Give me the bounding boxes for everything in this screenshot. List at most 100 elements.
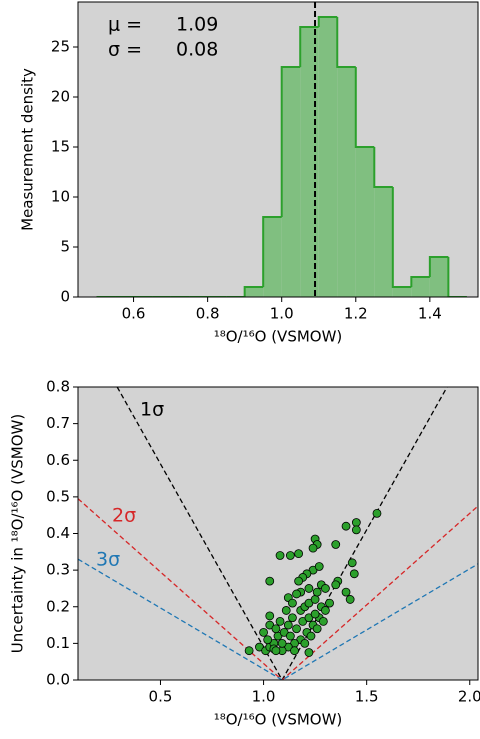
bar-edge xyxy=(410,276,430,287)
point xyxy=(285,551,295,560)
bar xyxy=(337,67,356,297)
y-tick-label: 0.2 xyxy=(46,597,70,615)
point xyxy=(277,638,287,648)
point xyxy=(259,627,268,637)
bar-edge xyxy=(354,67,375,148)
y-tick-label: 0.5 xyxy=(46,487,70,505)
point xyxy=(292,589,301,599)
point xyxy=(321,606,330,615)
point xyxy=(304,648,314,657)
x-axis-label: ¹⁸O/¹⁶O (VSMOW) xyxy=(214,328,343,346)
y-tick-label: 0.3 xyxy=(46,561,70,579)
point xyxy=(288,613,297,623)
x-tick-label: 1.2 xyxy=(344,305,368,323)
bar-edge xyxy=(299,26,319,67)
line-label: 3σ xyxy=(96,549,120,571)
x-tick-label: 1.4 xyxy=(418,305,442,323)
bar xyxy=(411,277,430,297)
y-tick-label: 25 xyxy=(51,38,70,56)
point xyxy=(244,646,254,656)
point xyxy=(347,558,357,568)
point xyxy=(351,525,361,535)
point xyxy=(351,518,361,527)
x-tick-label: 0.5 xyxy=(149,688,173,706)
point xyxy=(310,609,320,619)
x-tick-label: 0.8 xyxy=(196,305,220,323)
bar-edge xyxy=(280,66,301,217)
bar xyxy=(355,147,375,297)
sigma-line xyxy=(116,387,448,680)
point xyxy=(265,611,275,621)
bar-edge xyxy=(428,256,449,277)
x-axis-label: ¹⁸O/¹⁶O (VSMOW) xyxy=(214,711,343,729)
bar xyxy=(318,17,338,297)
point xyxy=(275,617,285,626)
bar xyxy=(244,287,264,297)
y-axis-label: Measurement density xyxy=(19,68,37,231)
y-tick-label: 0.4 xyxy=(46,524,70,542)
point xyxy=(271,624,281,634)
point xyxy=(292,624,301,634)
line-label: 1σ xyxy=(140,399,164,421)
point xyxy=(312,587,322,597)
axes-frame xyxy=(77,1,479,298)
point xyxy=(314,562,324,571)
point xyxy=(263,635,273,645)
y-tick-label: 0.0 xyxy=(46,671,70,689)
y-tick-label: 20 xyxy=(51,88,70,106)
y-tick-label: 15 xyxy=(51,138,70,156)
sigma-line xyxy=(78,498,478,680)
x-tick-label: 1.5 xyxy=(355,688,379,706)
x-tick-label: 1.0 xyxy=(270,305,294,323)
point xyxy=(271,646,281,656)
point xyxy=(300,638,310,648)
point xyxy=(331,540,341,549)
point xyxy=(341,587,351,597)
point xyxy=(275,551,285,560)
bar-edge xyxy=(336,17,356,68)
bar-edge xyxy=(262,216,282,287)
axes-frame xyxy=(77,386,479,681)
y-tick-label: 0.8 xyxy=(46,378,70,396)
bar xyxy=(263,217,282,297)
bar xyxy=(392,287,412,297)
point xyxy=(331,580,341,590)
point xyxy=(349,569,359,579)
y-tick-label: 10 xyxy=(51,188,70,206)
y-tick-label: 5 xyxy=(60,238,70,256)
annotation: 0.08 xyxy=(176,39,218,61)
point xyxy=(325,598,334,608)
point xyxy=(308,543,318,553)
bar-edge xyxy=(317,16,338,27)
point xyxy=(304,584,314,593)
bar-edge xyxy=(391,187,412,288)
y-tick-label: 0 xyxy=(60,288,70,306)
y-tick-label: 0.7 xyxy=(46,414,70,432)
bar xyxy=(281,67,301,297)
y-axis-label: Uncertainty in ¹⁸O/¹⁶O (VSMOW) xyxy=(9,414,27,653)
point xyxy=(290,646,299,656)
annotation: σ = xyxy=(108,39,142,61)
y-tick-label: 0.6 xyxy=(46,451,70,469)
point xyxy=(265,576,275,586)
point xyxy=(312,624,322,634)
plot-content xyxy=(96,2,467,297)
point xyxy=(294,576,304,586)
point xyxy=(285,631,295,641)
point xyxy=(318,617,328,626)
point xyxy=(321,584,330,593)
point xyxy=(345,595,355,604)
x-tick-label: 1.0 xyxy=(252,688,276,706)
point xyxy=(281,606,291,615)
point xyxy=(288,598,297,608)
y-tick-label: 0.1 xyxy=(46,634,70,652)
plot-content xyxy=(78,387,478,680)
bar xyxy=(429,257,449,297)
annotation: 1.09 xyxy=(176,14,218,36)
point xyxy=(310,595,320,604)
bar-edge xyxy=(243,286,264,297)
x-tick-label: 0.6 xyxy=(122,305,146,323)
point xyxy=(294,549,304,559)
x-tick-label: 2.0 xyxy=(458,688,480,706)
